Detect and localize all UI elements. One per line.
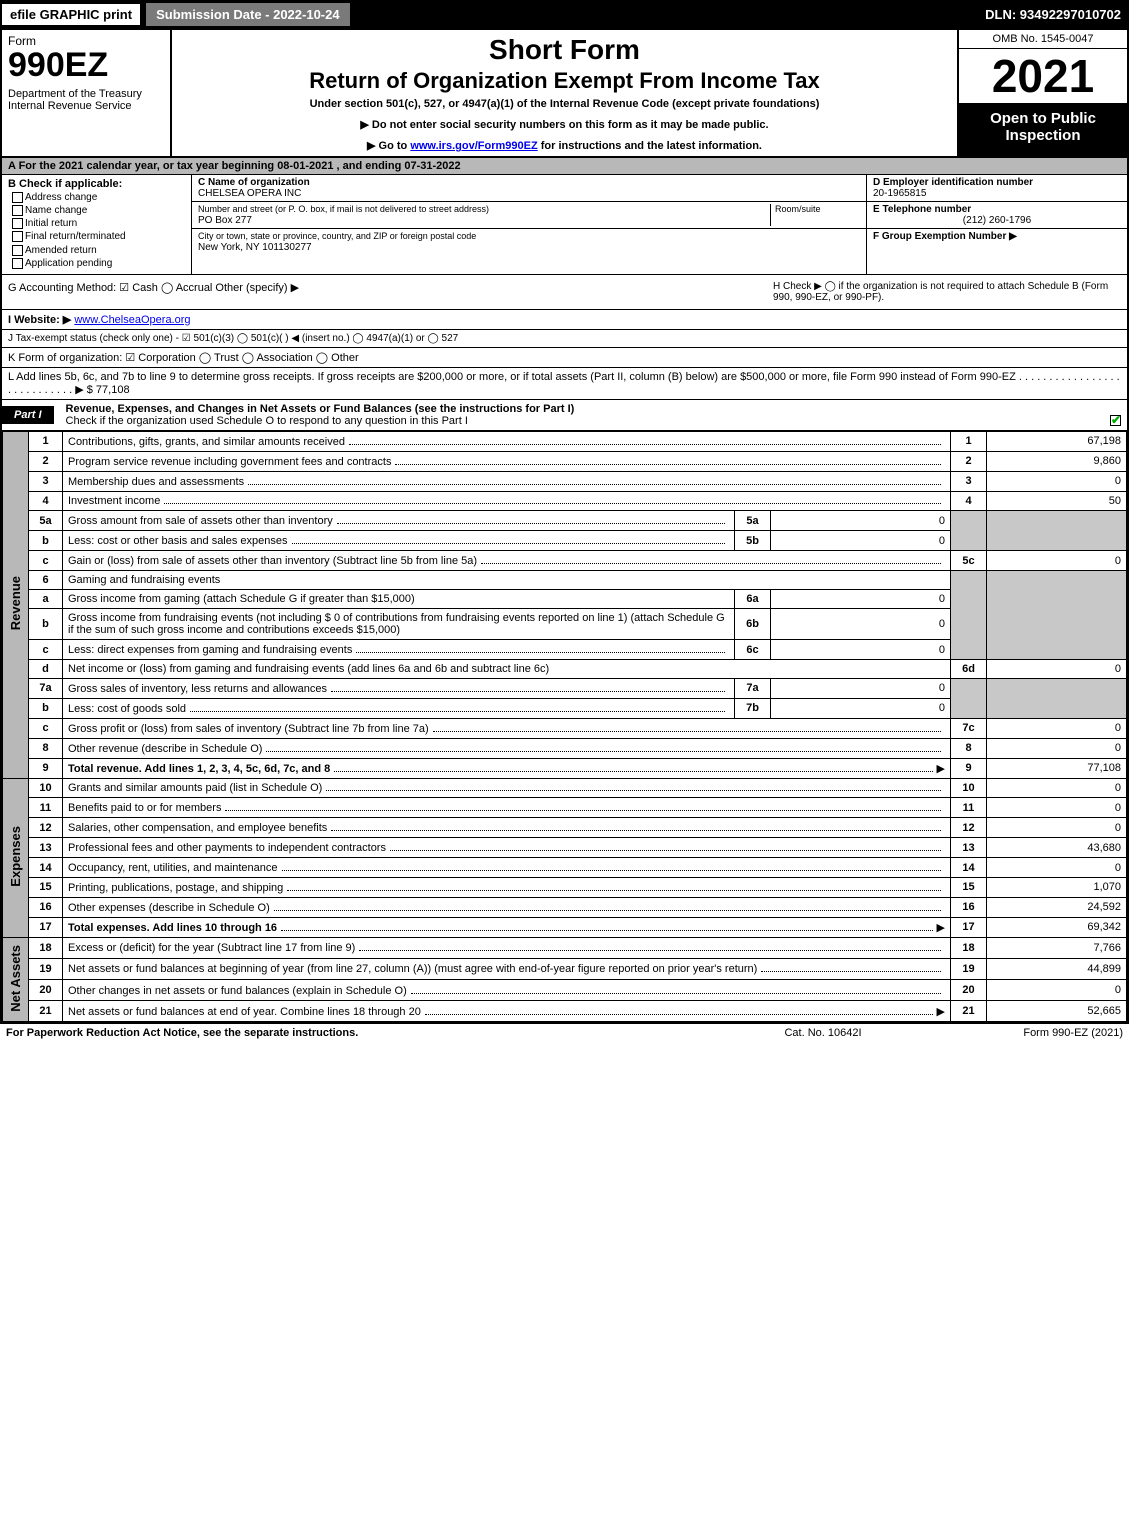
val-18: 7,766 — [987, 937, 1127, 958]
val-5c: 0 — [987, 551, 1127, 571]
form-code: 990EZ — [8, 48, 164, 82]
C-name-lbl: C Name of organization — [198, 177, 310, 188]
val-5a: 0 — [771, 511, 951, 531]
tax-year: 2021 — [959, 49, 1127, 104]
top-bar: efile GRAPHIC print Submission Date - 20… — [0, 0, 1129, 28]
B-opt-final: Final return/terminated — [12, 231, 185, 242]
C-city-lbl: City or town, state or province, country… — [198, 231, 476, 241]
B-opt-amended: Amended return — [12, 245, 185, 256]
website-link[interactable]: www.ChelseaOpera.org — [74, 314, 190, 326]
line-H: H Check ▶ ◯ if the organization is not r… — [767, 275, 1127, 309]
footer-left: For Paperwork Reduction Act Notice, see … — [6, 1027, 723, 1039]
form-header: Form 990EZ Department of the Treasury In… — [2, 30, 1127, 158]
part1-title: Revenue, Expenses, and Changes in Net As… — [62, 400, 1127, 430]
line-L: L Add lines 5b, 6c, and 7b to line 9 to … — [2, 368, 1127, 400]
val-7b: 0 — [771, 698, 951, 718]
street: PO Box 277 — [198, 215, 252, 226]
val-3: 0 — [987, 471, 1127, 491]
org-name: CHELSEA OPERA INC — [198, 188, 301, 199]
short-form-title: Short Form — [182, 34, 947, 66]
E-tel-lbl: E Telephone number — [873, 204, 971, 215]
val-9: 77,108 — [987, 758, 1127, 778]
city: New York, NY 101130277 — [198, 242, 312, 253]
part1-header: Part I Revenue, Expenses, and Changes in… — [2, 400, 1127, 431]
goto-post: for instructions and the latest informat… — [538, 140, 762, 152]
val-2: 9,860 — [987, 451, 1127, 471]
return-title: Return of Organization Exempt From Incom… — [182, 68, 947, 94]
irs-link[interactable]: www.irs.gov/Form990EZ — [410, 140, 537, 152]
val-14: 0 — [987, 858, 1127, 878]
part1-check-icon — [1110, 415, 1121, 426]
efile-label: efile GRAPHIC print — [0, 2, 142, 27]
form-frame: Form 990EZ Department of the Treasury In… — [0, 28, 1129, 1024]
val-6b: 0 — [771, 609, 951, 640]
do-not-enter: ▶ Do not enter social security numbers o… — [182, 118, 947, 131]
page-footer: For Paperwork Reduction Act Notice, see … — [0, 1024, 1129, 1042]
netassets-section: Net Assets — [3, 937, 29, 1022]
dept: Department of the Treasury Internal Reve… — [8, 88, 164, 112]
val-17: 69,342 — [987, 917, 1127, 937]
val-1: 67,198 — [987, 431, 1127, 451]
val-10: 0 — [987, 778, 1127, 798]
footer-right: Form 990-EZ (2021) — [923, 1027, 1123, 1039]
I-lbl: I Website: ▶ — [8, 314, 71, 326]
val-8: 0 — [987, 738, 1127, 758]
B-label: B Check if applicable: — [8, 178, 185, 190]
line-K: K Form of organization: ☑ Corporation ◯ … — [2, 348, 1127, 368]
val-6d: 0 — [987, 659, 1127, 678]
B-opt-pending: Application pending — [12, 258, 185, 269]
F-grp-lbl: F Group Exemption Number ▶ — [873, 231, 1017, 242]
val-15: 1,070 — [987, 877, 1127, 897]
telephone: (212) 260-1796 — [873, 215, 1121, 226]
section-B: B Check if applicable: Address change Na… — [2, 175, 192, 274]
val-19: 44,899 — [987, 958, 1127, 979]
line-A: A For the 2021 calendar year, or tax yea… — [2, 158, 1127, 175]
val-7c: 0 — [987, 718, 1127, 738]
D-ein-lbl: D Employer identification number — [873, 177, 1033, 188]
header-right: OMB No. 1545-0047 2021 Open to Public In… — [957, 30, 1127, 156]
val-12: 0 — [987, 818, 1127, 838]
info-grid: B Check if applicable: Address change Na… — [2, 175, 1127, 275]
section-DEF: D Employer identification number 20-1965… — [867, 175, 1127, 274]
dln: DLN: 93492297010702 — [985, 7, 1129, 22]
under-section: Under section 501(c), 527, or 4947(a)(1)… — [182, 98, 947, 110]
section-C: C Name of organization CHELSEA OPERA INC… — [192, 175, 867, 274]
val-4: 50 — [987, 491, 1127, 511]
row-GH: G Accounting Method: ☑ Cash ◯ Accrual Ot… — [2, 275, 1127, 310]
revenue-section: Revenue — [3, 431, 29, 778]
ein: 20-1965815 — [873, 188, 926, 199]
line-J: J Tax-exempt status (check only one) - ☑… — [2, 330, 1127, 348]
B-opt-address: Address change — [12, 192, 185, 203]
omb-number: OMB No. 1545-0047 — [959, 30, 1127, 49]
val-16: 24,592 — [987, 897, 1127, 917]
val-6a: 0 — [771, 590, 951, 609]
header-center: Short Form Return of Organization Exempt… — [172, 30, 957, 156]
val-7a: 0 — [771, 678, 951, 698]
goto-line: ▶ Go to www.irs.gov/Form990EZ for instru… — [182, 139, 947, 152]
B-opt-initial: Initial return — [12, 218, 185, 229]
header-left: Form 990EZ Department of the Treasury In… — [2, 30, 172, 156]
val-21: 52,665 — [987, 1001, 1127, 1022]
val-11: 0 — [987, 798, 1127, 818]
part1-tab: Part I — [2, 406, 54, 424]
B-opt-name: Name change — [12, 205, 185, 216]
expenses-section: Expenses — [3, 778, 29, 937]
C-street-lbl: Number and street (or P. O. box, if mail… — [198, 204, 489, 214]
footer-cat: Cat. No. 10642I — [723, 1027, 923, 1039]
room-lbl: Room/suite — [775, 204, 821, 214]
goto-pre: ▶ Go to — [367, 140, 410, 152]
open-inspection: Open to Public Inspection — [959, 104, 1127, 156]
line-G: G Accounting Method: ☑ Cash ◯ Accrual Ot… — [2, 275, 767, 309]
val-5b: 0 — [771, 531, 951, 551]
val-20: 0 — [987, 980, 1127, 1001]
val-13: 43,680 — [987, 838, 1127, 858]
line-I: I Website: ▶ www.ChelseaOpera.org — [2, 310, 1127, 330]
lines-table: Revenue 1 Contributions, gifts, grants, … — [2, 431, 1127, 1023]
submission-date: Submission Date - 2022-10-24 — [146, 3, 350, 26]
val-6c: 0 — [771, 640, 951, 660]
